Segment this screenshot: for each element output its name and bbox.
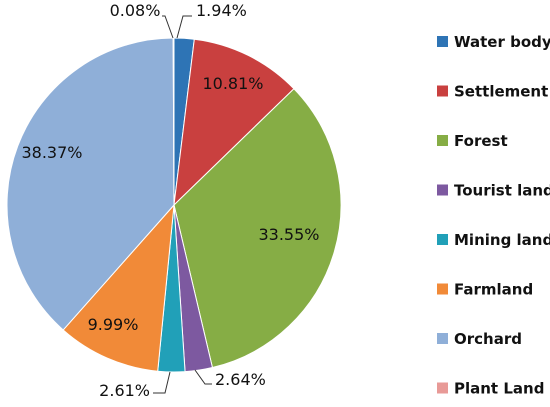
legend-swatch bbox=[437, 234, 448, 245]
leader-line-plant-land bbox=[162, 15, 174, 39]
legend-swatch bbox=[437, 382, 448, 394]
pie-slice-settlement bbox=[173, 38, 295, 207]
data-label-water-body: 1.94% bbox=[196, 1, 247, 20]
legend-label: Farmland bbox=[454, 281, 533, 299]
legend-label: Plant Land bbox=[454, 380, 544, 398]
legend-label: Settlement bbox=[454, 83, 548, 101]
pie-slice-forest bbox=[173, 88, 342, 369]
legend-label: Forest bbox=[454, 132, 508, 150]
legend-label: Orchard bbox=[454, 330, 522, 348]
legend-swatch bbox=[437, 333, 448, 344]
legend-label: Tourist land bbox=[454, 182, 550, 200]
legend: Water body Settlement Forest Tourist land Mi… bbox=[437, 33, 550, 398]
pie-slices bbox=[6, 37, 342, 373]
legend-swatch bbox=[437, 184, 448, 196]
data-label-mining-land: 2.61% bbox=[99, 381, 150, 400]
legend-item-tourist-land: Tourist land bbox=[437, 182, 550, 200]
data-label-farmland: 9.99% bbox=[88, 315, 139, 334]
data-label-settlement: 10.81% bbox=[202, 74, 263, 93]
legend-item-mining-land: Mining land bbox=[437, 231, 550, 249]
pie-slice-orchard bbox=[6, 37, 175, 331]
data-label-tourist-land: 2.64% bbox=[215, 370, 266, 389]
leader-line-water-body bbox=[176, 15, 192, 39]
legend-label: Mining land bbox=[454, 231, 550, 249]
legend-item-farmland: Farmland bbox=[437, 281, 533, 299]
leader-line-tourist-land bbox=[194, 369, 212, 385]
legend-swatch bbox=[437, 85, 448, 97]
legend-item-water-body: Water body bbox=[437, 33, 550, 51]
data-label-plant-land: 0.08% bbox=[110, 1, 161, 20]
legend-item-orchard: Orchard bbox=[437, 330, 522, 348]
legend-swatch bbox=[437, 283, 448, 295]
legend-swatch bbox=[437, 36, 448, 47]
data-label-forest: 33.55% bbox=[258, 225, 319, 244]
legend-item-forest: Forest bbox=[437, 132, 508, 150]
leader-line-mining-land bbox=[153, 371, 171, 394]
legend-item-plant-land: Plant Land bbox=[437, 380, 544, 398]
pie-slice-farmland bbox=[62, 203, 175, 372]
data-labels: 1.94% 10.81% 33.55% 2.64% 2.61% 9.99% 38.37% 0.… bbox=[21, 1, 319, 400]
legend-item-settlement: Settlement bbox=[437, 83, 548, 101]
legend-swatch bbox=[437, 135, 448, 146]
pie-slice-plant-land bbox=[172, 37, 175, 206]
legend-label: Water body bbox=[454, 33, 550, 51]
data-label-orchard: 38.37% bbox=[21, 143, 82, 162]
leader-lines bbox=[153, 15, 212, 394]
